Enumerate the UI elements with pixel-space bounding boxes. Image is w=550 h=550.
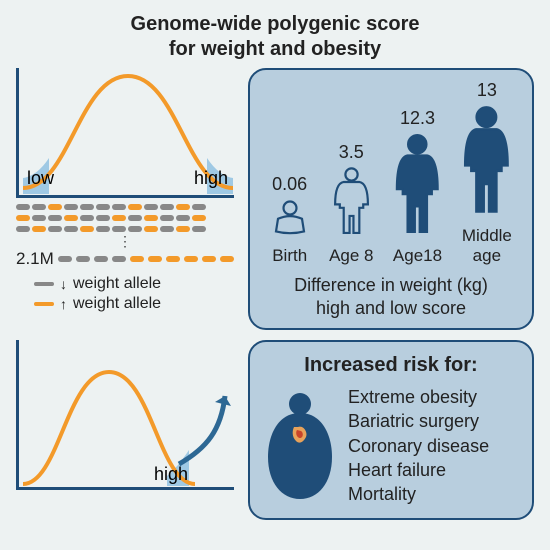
- risk-title: Increased risk for:: [264, 354, 518, 377]
- growth-label: Age18: [393, 246, 442, 266]
- growth-caption: Difference in weight (kg) high and low s…: [262, 274, 520, 319]
- growth-value: 13: [477, 80, 497, 101]
- allele-count-row: 2.1M: [16, 249, 236, 269]
- low-label: low: [27, 168, 54, 189]
- high-label-bottom: high: [154, 464, 188, 485]
- person-icon: [461, 105, 512, 220]
- growth-col: 13 Middle age: [461, 80, 512, 266]
- high-label: high: [194, 168, 228, 189]
- growth-label: Age 8: [329, 246, 373, 266]
- growth-value: 12.3: [400, 108, 435, 129]
- dash-grey-icon: [34, 282, 54, 286]
- allele-rows: ⋮ 2.1M: [16, 204, 236, 269]
- arrow-down-icon: ↓: [60, 276, 67, 292]
- dash-orange-icon: [34, 302, 54, 306]
- risk-item: Heart failure: [348, 458, 489, 482]
- growth-value: 0.06: [272, 174, 307, 195]
- arrow-up-icon: ↑: [60, 296, 67, 312]
- risk-panel: Increased risk for: Extreme obesityBaria…: [248, 340, 534, 520]
- normal-curve-top: low high: [16, 68, 234, 198]
- risk-list: Extreme obesityBariatric surgeryCoronary…: [348, 385, 489, 506]
- person-icon: [270, 199, 310, 240]
- obese-figure-icon: [264, 391, 336, 501]
- risk-item: Coronary disease: [348, 434, 489, 458]
- risk-item: Mortality: [348, 482, 489, 506]
- legend-up: ↑ weight allele: [34, 295, 236, 313]
- growth-value: 3.5: [339, 142, 364, 163]
- allele-count: 2.1M: [16, 249, 54, 269]
- distribution-panel-top: low high ⋮ 2.1M ↓ weight allele ↑ weight…: [16, 68, 236, 315]
- bell-curve-risk-svg: [19, 340, 237, 490]
- normal-curve-bottom: high: [16, 340, 234, 490]
- growth-panel: 0.06 Birth 3.5 Age 8 12.3 Age18 13 Middle a…: [248, 68, 534, 330]
- risk-item: Bariatric surgery: [348, 409, 489, 433]
- allele-legend: ↓ weight allele ↑ weight allele: [16, 275, 236, 313]
- growth-label: Middle age: [462, 226, 512, 266]
- growth-col: 0.06 Birth: [270, 174, 310, 266]
- distribution-panel-bottom: high: [16, 340, 236, 490]
- growth-col: 12.3 Age18: [393, 108, 442, 266]
- person-icon: [393, 133, 442, 240]
- vdots: ⋮: [16, 237, 236, 247]
- page-title: Genome-wide polygenic score for weight a…: [16, 12, 534, 62]
- growth-col: 3.5 Age 8: [329, 142, 373, 266]
- legend-down: ↓ weight allele: [34, 275, 236, 293]
- risk-item: Extreme obesity: [348, 385, 489, 409]
- person-icon: [332, 167, 371, 240]
- growth-label: Birth: [272, 246, 307, 266]
